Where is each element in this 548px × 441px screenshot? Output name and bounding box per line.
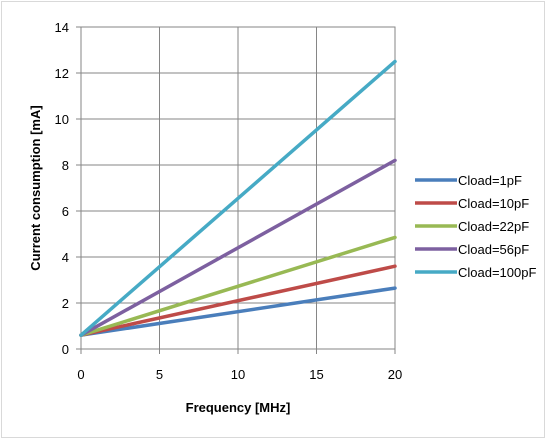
legend-label-cload-22pf: Cload=22pF [458,219,529,234]
series-line-cload-100pf [79,59,397,337]
legend-label-cload-100pf: Cload=100pF [458,265,536,280]
series-lines [79,59,397,337]
y-tick-label: 0 [62,342,69,357]
x-axis-ticks: 0 5 10 15 20 [77,367,402,382]
series-line-cload-10pf [79,264,397,337]
x-tick-label: 0 [77,367,84,382]
legend-label-cload-10pf: Cload=10pF [458,196,529,211]
legend-label-cload-1pf: Cload=1pF [458,173,522,188]
series-line-cload-1pf [79,286,397,337]
x-tick-label: 20 [388,367,402,382]
series-line-cload-22pf [79,235,397,337]
y-tick-label: 14 [55,20,69,35]
series-line-cload-56pf [79,158,397,337]
x-tick-label: 5 [156,367,163,382]
y-tick-label: 12 [55,66,69,81]
legend-label-cload-56pf: Cload=56pF [458,242,529,257]
y-axis-ticks: 0 2 4 6 8 10 12 14 [55,20,69,357]
x-tick-label: 10 [231,367,245,382]
x-tick-label: 15 [309,367,323,382]
y-axis-title: Current consumption [mA] [28,105,43,270]
y-tick-label: 2 [62,296,69,311]
gridlines [76,26,396,354]
y-tick-label: 6 [62,204,69,219]
y-tick-label: 4 [62,250,69,265]
y-tick-label: 8 [62,158,69,173]
x-axis-title: Frequency [MHz] [186,400,291,415]
legend: Cload=1pF Cload=10pF Cload=22pF Cload=56pF C… [415,173,536,280]
y-tick-label: 10 [55,112,69,127]
